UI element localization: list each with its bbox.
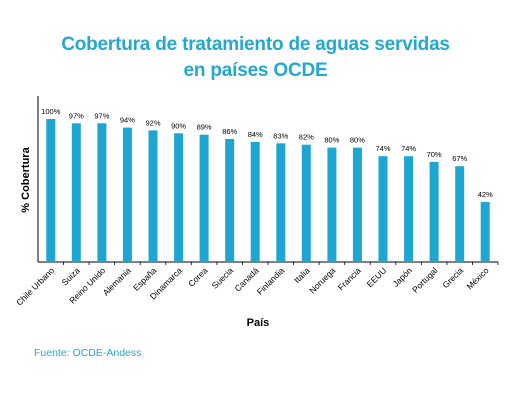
category-label: Alemania	[101, 265, 133, 297]
value-label: 90%	[171, 121, 186, 130]
value-label: 70%	[427, 150, 442, 159]
category-label: México	[464, 265, 490, 291]
value-label: 67%	[452, 154, 467, 163]
category-label: Suiza	[60, 265, 82, 287]
chart-title: Cobertura de tratamiento de aguas servid…	[61, 34, 450, 55]
bar	[327, 147, 337, 262]
bar	[122, 127, 132, 262]
value-label: 83%	[273, 131, 288, 140]
value-label: 80%	[324, 136, 339, 145]
bar	[429, 161, 439, 262]
category-label: Portugal	[410, 265, 440, 295]
value-label: 42%	[478, 190, 493, 199]
bar	[404, 156, 414, 262]
value-label: 74%	[375, 144, 390, 153]
category-label: Finlandia	[255, 265, 287, 297]
value-label: 86%	[222, 127, 237, 136]
value-label: 97%	[69, 111, 84, 120]
bar	[46, 119, 56, 262]
bar	[199, 134, 209, 262]
bar	[352, 147, 362, 262]
bar	[455, 166, 465, 262]
category-label: Italia	[292, 265, 312, 285]
bar	[225, 139, 235, 262]
category-label: Grecia	[440, 265, 465, 290]
x-axis-label: País	[247, 317, 270, 329]
category-label: Francia	[336, 265, 363, 292]
value-label: 92%	[145, 118, 160, 127]
value-label: 80%	[350, 136, 365, 145]
chart-subtitle: en países OCDE	[183, 60, 328, 81]
bar	[378, 156, 388, 262]
value-label: 89%	[197, 123, 212, 132]
bar	[97, 123, 107, 262]
category-label: Suecia	[210, 265, 236, 291]
y-axis-label: % Cobertura	[20, 146, 32, 212]
value-label: 100%	[41, 107, 61, 116]
value-label: 74%	[401, 144, 416, 153]
bar	[276, 143, 286, 262]
bar	[148, 130, 158, 262]
bar	[301, 144, 311, 262]
value-label: 84%	[248, 130, 263, 139]
bar	[174, 133, 184, 262]
category-label: Noruega	[307, 265, 337, 295]
source-note: Fuente: OCDE-Andess	[34, 347, 142, 359]
bar	[250, 141, 260, 262]
value-label: 97%	[94, 111, 109, 120]
category-label: EEUU	[365, 265, 389, 289]
value-label: 94%	[120, 116, 135, 125]
value-label: 82%	[299, 133, 314, 142]
bar	[480, 201, 490, 262]
category-label: Japón	[391, 265, 415, 289]
category-label: Chile Urbano	[14, 265, 56, 307]
bar	[71, 123, 81, 262]
category-label: Corea	[186, 265, 210, 289]
